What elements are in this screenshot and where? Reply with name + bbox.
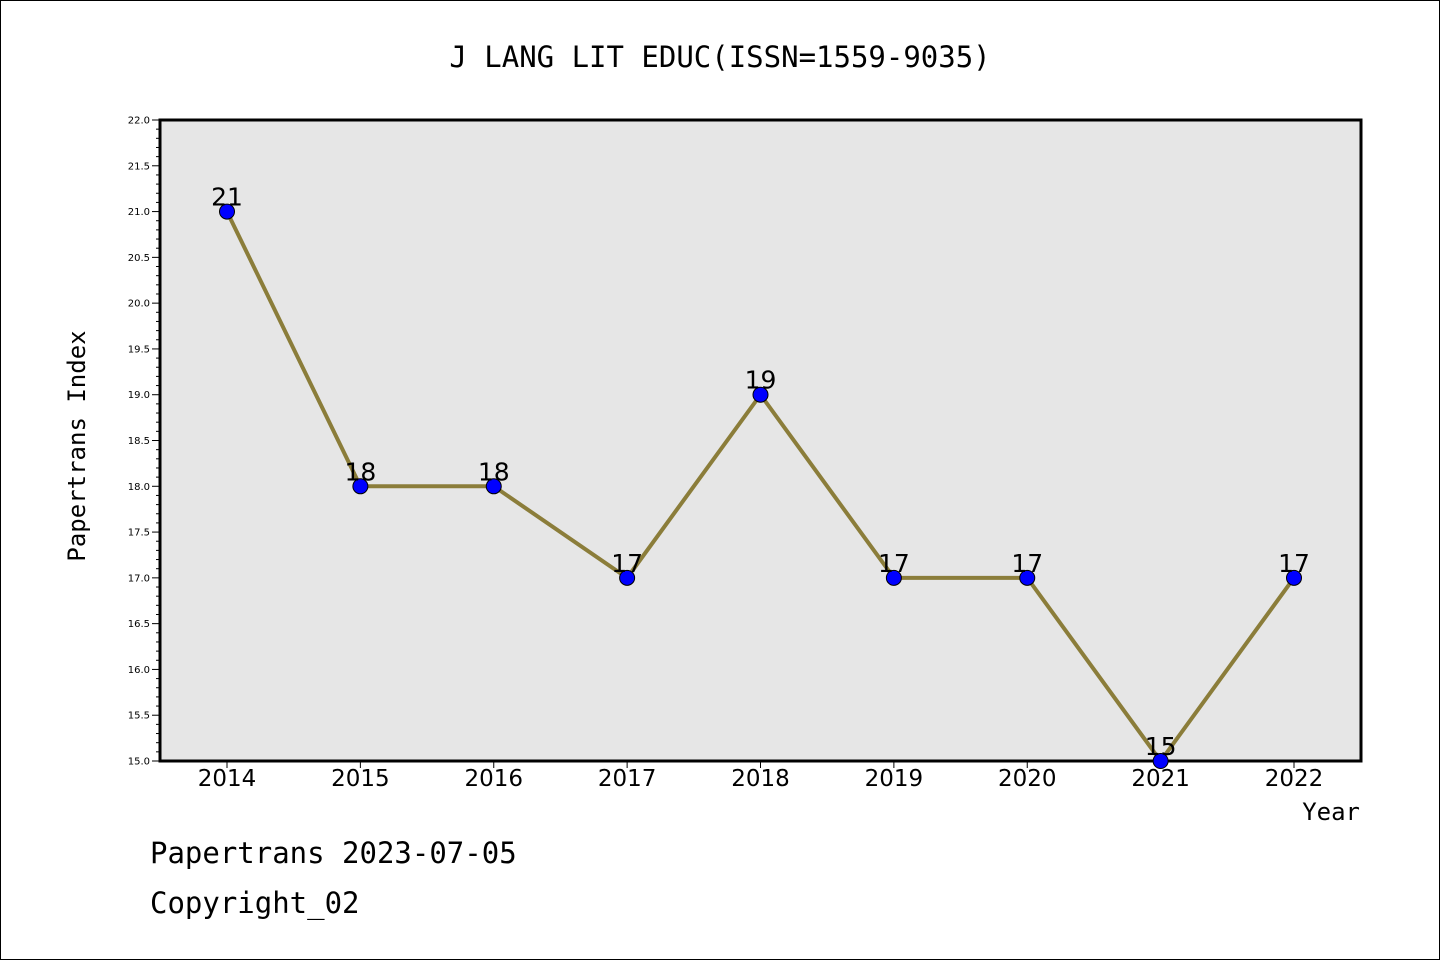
- x-tick-label: 2014: [198, 766, 257, 792]
- data-point-marker: [485, 478, 502, 495]
- data-label: 17: [878, 549, 910, 578]
- data-series: 21 18 18 17 19 17 17 15 17: [211, 183, 1310, 769]
- y-tick-label: 18.5: [128, 436, 150, 447]
- data-point-marker: [1019, 569, 1036, 586]
- y-tick-label: 21.0: [128, 207, 150, 218]
- x-tick-label: 2015: [331, 766, 390, 792]
- y-axis-label: Papertrans Index: [63, 330, 91, 561]
- y-tick-label: 17.5: [128, 528, 150, 539]
- data-label: 17: [1011, 549, 1043, 578]
- data-point-marker: [885, 569, 902, 586]
- x-tick-label: 2019: [865, 766, 924, 792]
- chart-title: J LANG LIT EDUC(ISSN=1559-9035): [449, 40, 990, 74]
- y-tick-label: 22.0: [128, 116, 150, 127]
- x-tick-label: 2022: [1265, 766, 1324, 792]
- x-tick-label: 2016: [464, 766, 523, 792]
- footer-date-text: Papertrans 2023-07-05: [150, 836, 517, 870]
- y-tick-label: 17.0: [128, 573, 150, 584]
- x-axis-label: Year: [1302, 798, 1360, 826]
- x-tick-label: 2021: [1131, 766, 1190, 792]
- data-point-marker: [219, 203, 235, 220]
- data-point-marker: [619, 569, 636, 586]
- y-tick-label: 18.0: [128, 482, 150, 493]
- plot-area: [158, 118, 1363, 763]
- y-tick-label: 15.0: [128, 757, 150, 768]
- y-axis: 15.0 15.5 16.0 16.5 17.0 17.5 18.0 18.5 19.0 19.5…: [128, 116, 160, 768]
- y-tick-label: 19.0: [128, 390, 150, 401]
- y-tick-label: 16.0: [128, 665, 150, 676]
- data-point-marker: [1152, 753, 1169, 769]
- data-label: 19: [745, 366, 777, 395]
- y-tick-label: 15.5: [128, 711, 150, 722]
- y-tick-label: 19.5: [128, 344, 150, 355]
- x-tick-label: 2020: [998, 766, 1057, 792]
- x-tick-label: 2018: [731, 766, 790, 792]
- data-point-marker: [752, 386, 769, 403]
- data-label: 18: [344, 457, 376, 486]
- x-axis: 2014 2015 2016 2017 2018 2019 2020 2021 2022: [198, 761, 1324, 792]
- data-point-marker: [1286, 569, 1302, 586]
- data-label: 17: [1278, 549, 1310, 578]
- y-tick-label: 20.5: [128, 253, 150, 264]
- data-point-marker: [352, 478, 369, 495]
- data-label: 17: [611, 549, 643, 578]
- data-label: 18: [478, 457, 510, 486]
- x-tick-label: 2017: [598, 766, 657, 792]
- y-tick-label: 16.5: [128, 619, 150, 630]
- y-tick-label: 21.5: [128, 161, 150, 172]
- footer-copyright-text: Copyright_02: [150, 886, 360, 920]
- data-label: 15: [1145, 732, 1177, 761]
- data-label: 21: [211, 183, 243, 212]
- y-tick-label: 20.0: [128, 299, 150, 310]
